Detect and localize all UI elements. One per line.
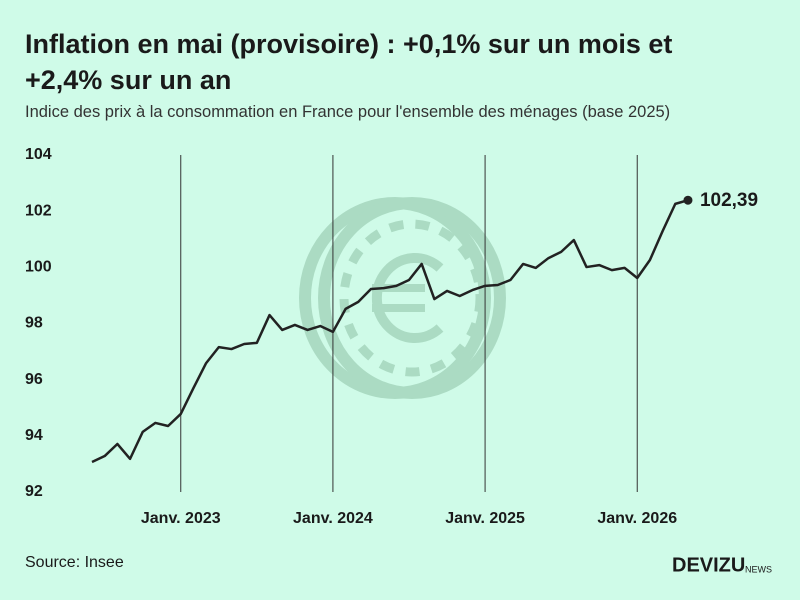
y-tick-label: 92 (25, 483, 43, 500)
brand-suffix: NEWS (745, 564, 772, 574)
end-point (683, 195, 693, 205)
chart-subtitle: Indice des prix à la consommation en Fra… (25, 103, 671, 121)
x-tick-label: Janv. 2026 (597, 510, 677, 527)
line (91, 199, 689, 464)
y-tick-label: 100 (25, 259, 52, 276)
x-tick-label: Janv. 2025 (445, 510, 525, 527)
y-tick-label: 98 (25, 315, 43, 332)
coin-watermark (299, 197, 506, 399)
x-tick-label: Janv. 2024 (293, 510, 373, 527)
y-tick-label: 94 (25, 427, 43, 444)
chart-title: Inflation en mai (provisoire) : +0,1% su… (25, 29, 673, 95)
source: Source: Insee (25, 554, 124, 571)
y-tick-label: 102 (25, 202, 52, 219)
y-tick-label: 104 (25, 146, 52, 163)
x-tick-label: Janv. 2023 (141, 510, 221, 527)
brand: DEVIZU (672, 554, 745, 576)
value-label: 102,39 (700, 190, 758, 211)
y-tick-label: 96 (25, 371, 43, 388)
